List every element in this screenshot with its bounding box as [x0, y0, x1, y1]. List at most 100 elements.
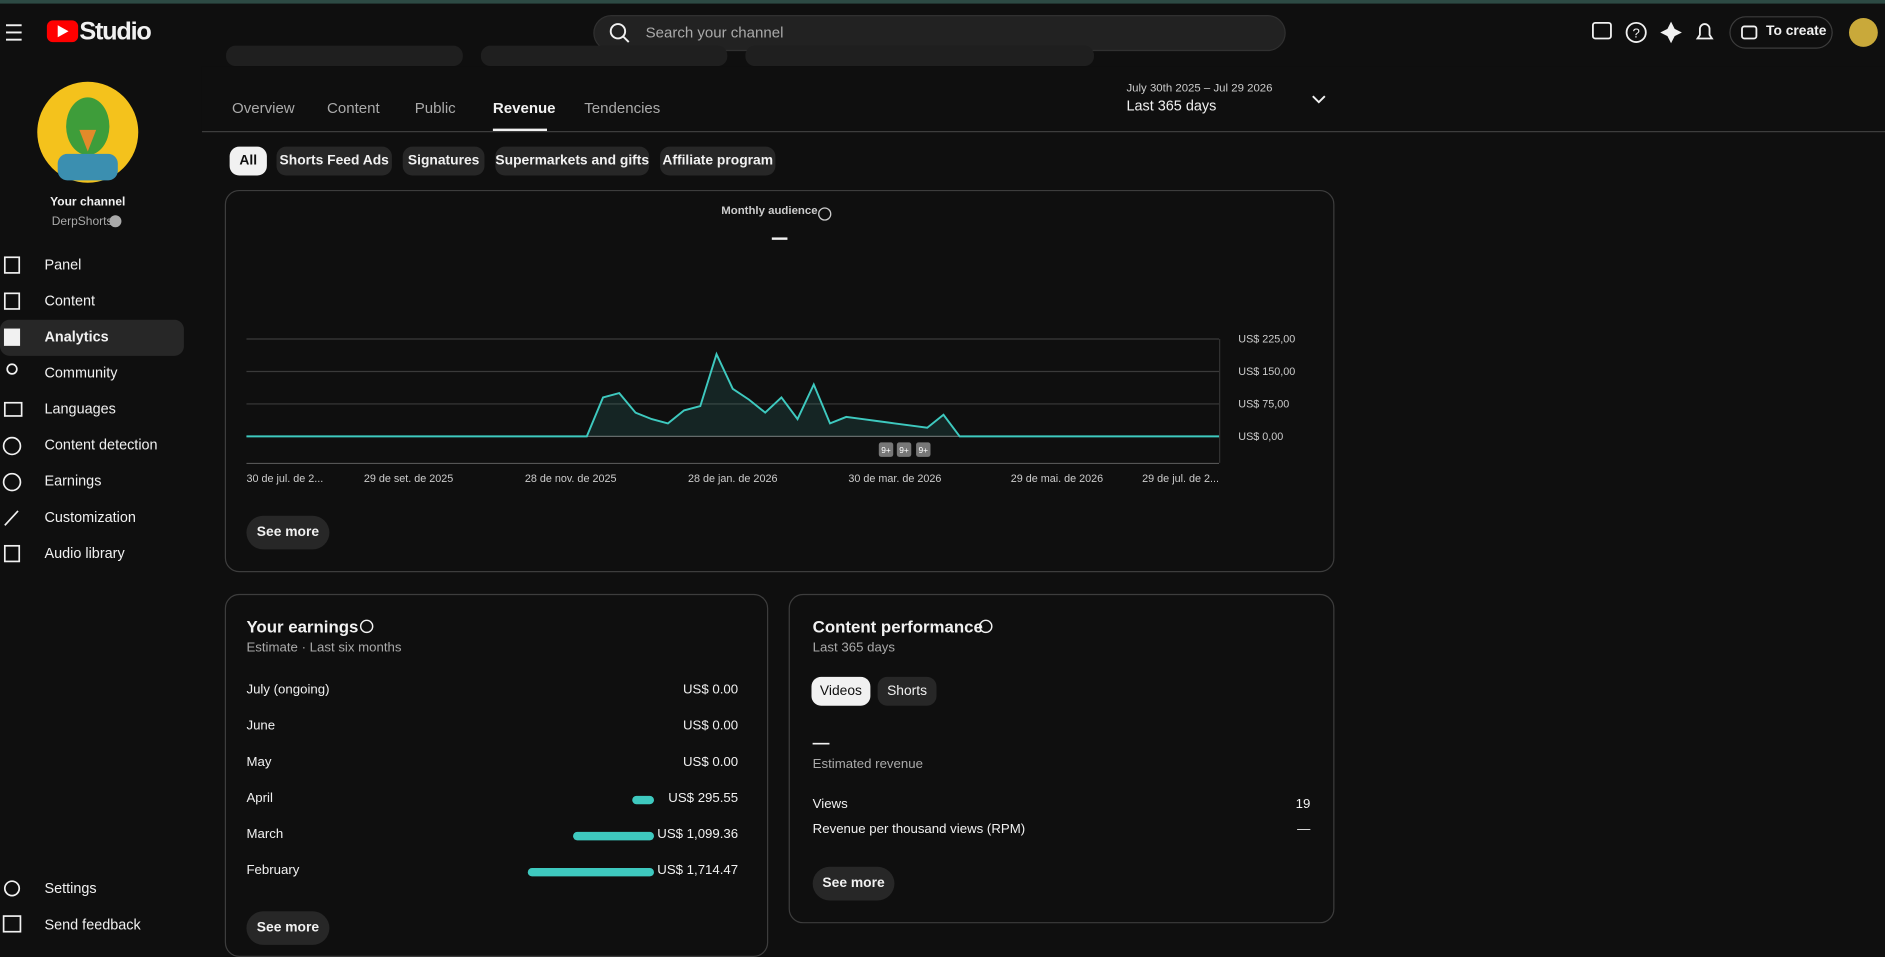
- earnings-month: February: [246, 863, 300, 878]
- earnings-value: US$ 0.00: [682, 718, 739, 734]
- date-dropdown-icon[interactable]: [1312, 95, 1326, 104]
- content-title: Content performance: [812, 616, 983, 636]
- earnings-month: July (ongoing): [246, 682, 330, 698]
- create-icon: [1741, 25, 1758, 40]
- nav-icons: [2, 256, 23, 933]
- clock-icon: [818, 207, 832, 221]
- tab[interactable]: Public: [414, 99, 456, 117]
- revenue-chart: Monthly audience US$ 0,00 US$ 75,00 US$ 15…: [246, 205, 1295, 485]
- revenue-label: Estimated revenue: [812, 757, 923, 772]
- search-icon: [609, 23, 627, 40]
- earnings-month: June: [246, 718, 276, 734]
- scrolled-card: [745, 45, 1095, 67]
- annotation: 9+: [899, 445, 909, 455]
- tab[interactable]: Overview: [232, 99, 295, 117]
- filter-chip[interactable]: Supermarkets and gifts: [495, 146, 650, 176]
- help-icon[interactable]: [1625, 21, 1647, 43]
- content-card: [788, 593, 1335, 924]
- see-more-button[interactable]: See more: [246, 911, 330, 945]
- avatar-beak: [79, 129, 97, 152]
- x-tick-label: 29 de set. de 2025: [364, 473, 453, 485]
- chart-title: Monthly audience: [721, 205, 817, 217]
- nav-item[interactable]: Panel: [44, 256, 82, 273]
- earnings-title: Your earnings: [246, 616, 359, 636]
- nav-item[interactable]: Content: [44, 292, 96, 309]
- annotation-badge: [878, 442, 894, 457]
- see-more-button[interactable]: See more: [812, 866, 895, 901]
- chart-card: [224, 189, 1335, 573]
- annotation-badge: [896, 442, 912, 457]
- top-strip: [0, 0, 1885, 4]
- earnings-subtitle: Estimate · Last six months: [246, 640, 402, 656]
- sparkle-icon[interactable]: [1660, 21, 1682, 44]
- create-button[interactable]: To create: [1766, 24, 1827, 39]
- see-more-button[interactable]: See more: [246, 515, 330, 550]
- feedback-icon[interactable]: [1592, 21, 1612, 40]
- metric-label: Views: [812, 797, 848, 812]
- earnings-bar: [573, 831, 654, 841]
- logo-play: [57, 25, 69, 38]
- y-tick-label: US$ 0,00: [1238, 431, 1283, 443]
- channel-name[interactable]: DerpShorts: [51, 215, 113, 229]
- toggle[interactable]: Videos: [811, 676, 871, 706]
- earnings-month: May: [246, 754, 272, 770]
- earnings-month: April: [246, 791, 273, 806]
- date-range[interactable]: July 30th 2025 – Jul 29 2026: [1126, 81, 1273, 95]
- scrolled-card: [480, 45, 728, 67]
- nav-item[interactable]: Earnings: [44, 472, 102, 490]
- help-icon: ?: [1633, 25, 1640, 40]
- account-avatar[interactable]: [1848, 18, 1878, 47]
- earnings-value: US$ 1,099.36: [657, 827, 739, 842]
- menu-icon: [6, 24, 22, 41]
- earnings-value: US$ 1,714.47: [657, 863, 739, 878]
- filter-chip[interactable]: All: [229, 146, 267, 176]
- y-tick-label: US$ 150,00: [1238, 366, 1295, 378]
- search-icon: [622, 35, 630, 43]
- x-tick-label: 29 de jul. de 2...: [1142, 473, 1219, 485]
- annotation: 9+: [918, 445, 928, 455]
- line: [246, 351, 1220, 438]
- metric-value: 19: [1295, 797, 1311, 812]
- content-subtitle: Last 365 days: [812, 640, 896, 656]
- x-tick-label: 28 de jan. de 2026: [688, 473, 777, 485]
- y-tick-label: US$ 75,00: [1238, 399, 1289, 411]
- nav-item[interactable]: Settings: [44, 880, 97, 897]
- tab[interactable]: Revenue: [492, 99, 556, 117]
- earnings-value: US$ 0.00: [682, 754, 739, 770]
- date-range-label[interactable]: Last 365 days: [1126, 97, 1217, 115]
- x-tick-label: 30 de mar. de 2026: [848, 473, 941, 485]
- clock-icon: [359, 619, 374, 634]
- filter-chip[interactable]: Shorts Feed Ads: [276, 146, 392, 176]
- metric-value: —: [1297, 822, 1311, 837]
- earnings-value: US$ 295.55: [668, 791, 739, 806]
- nav-item[interactable]: Content detection: [44, 436, 158, 454]
- filter-chip[interactable]: Signatures: [402, 146, 485, 176]
- earnings-bars: [527, 795, 654, 877]
- toggle[interactable]: Shorts: [877, 676, 937, 706]
- channel-label: Your channel: [50, 195, 126, 210]
- bell-icon[interactable]: [1695, 23, 1714, 40]
- y-tick-label: US$ 225,00: [1238, 334, 1295, 346]
- nav-item[interactable]: Audio library: [44, 544, 125, 562]
- earnings-bar: [527, 867, 654, 877]
- nav-item[interactable]: Community: [44, 364, 118, 382]
- create-button-frame[interactable]: [1729, 16, 1833, 49]
- earnings-bar: [632, 795, 654, 805]
- nav-item[interactable]: Customization: [44, 508, 136, 526]
- earnings-value: US$ 0.00: [682, 682, 739, 698]
- nav-item[interactable]: Send feedback: [44, 916, 141, 933]
- tab[interactable]: Tendencies: [584, 99, 661, 117]
- filter-chip[interactable]: Affiliate program: [660, 146, 776, 176]
- logo-text: Studio: [79, 18, 152, 46]
- metric-label: Revenue per thousand views (RPM): [812, 822, 1026, 837]
- nav-item[interactable]: Languages: [44, 400, 116, 418]
- avatar-parrot: [66, 97, 110, 156]
- x-tick-label: 30 de jul. de 2...: [246, 473, 323, 485]
- annotation-badge: [916, 442, 931, 457]
- tab[interactable]: Content: [326, 99, 380, 117]
- search-placeholder[interactable]: Search your channel: [645, 24, 784, 41]
- nav-item[interactable]: Analytics: [44, 328, 109, 346]
- x-tick-label: 28 de nov. de 2025: [525, 473, 617, 485]
